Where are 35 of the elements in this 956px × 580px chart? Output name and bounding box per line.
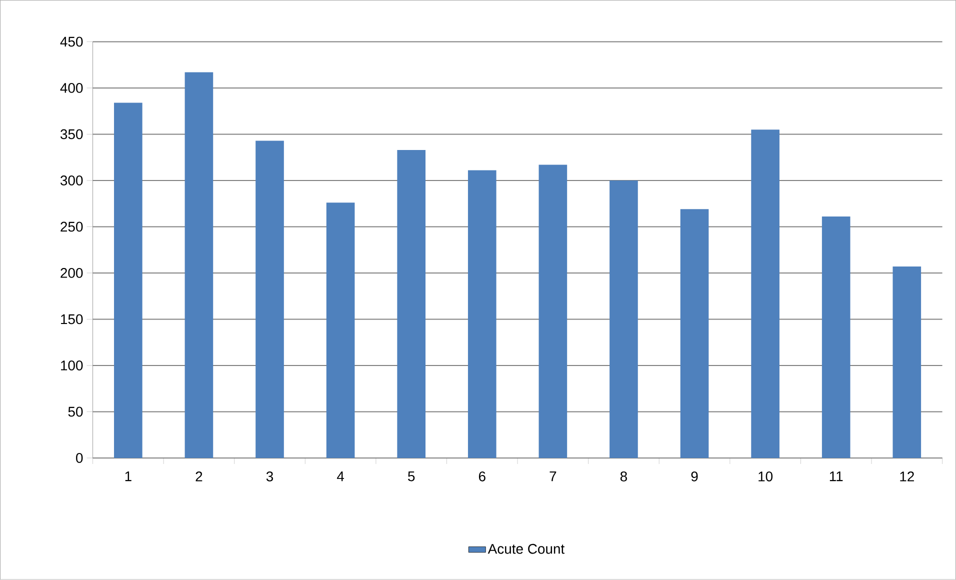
bar bbox=[326, 202, 355, 458]
y-tick-label: 0 bbox=[76, 453, 83, 464]
y-tick-label: 50 bbox=[68, 406, 83, 417]
bar bbox=[468, 170, 496, 458]
x-tick-label: 9 bbox=[691, 472, 698, 482]
x-tick-label: 10 bbox=[758, 472, 773, 482]
x-tick-label: 1 bbox=[125, 472, 132, 482]
x-tick-label: 5 bbox=[408, 472, 415, 482]
y-tick-label: 450 bbox=[60, 36, 83, 47]
bar bbox=[751, 130, 780, 458]
y-tick-label: 150 bbox=[61, 314, 83, 324]
bar bbox=[680, 209, 709, 458]
bar bbox=[184, 72, 214, 458]
bar bbox=[610, 180, 638, 458]
y-tick-label: 400 bbox=[60, 83, 83, 94]
bar bbox=[892, 266, 922, 458]
bar bbox=[822, 216, 850, 458]
legend-label: Acute Count bbox=[488, 544, 565, 554]
y-tick-label: 100 bbox=[61, 360, 83, 371]
bar bbox=[538, 164, 568, 458]
x-tick-label: 6 bbox=[478, 472, 486, 482]
y-tick-label: 250 bbox=[60, 222, 83, 232]
y-tick-label: 300 bbox=[60, 176, 83, 186]
x-tick-label: 8 bbox=[620, 472, 627, 482]
bar bbox=[114, 102, 142, 458]
x-tick-label: 3 bbox=[266, 472, 274, 482]
y-tick-label: 200 bbox=[60, 268, 83, 278]
x-tick-label: 4 bbox=[336, 472, 344, 482]
x-tick-label: 7 bbox=[550, 472, 556, 482]
x-tick-label: 11 bbox=[830, 472, 843, 482]
x-tick-label: 12 bbox=[900, 472, 914, 482]
bar bbox=[397, 150, 426, 458]
x-tick-label: 2 bbox=[196, 472, 202, 482]
bar bbox=[256, 140, 284, 458]
y-tick-label: 350 bbox=[60, 129, 83, 140]
